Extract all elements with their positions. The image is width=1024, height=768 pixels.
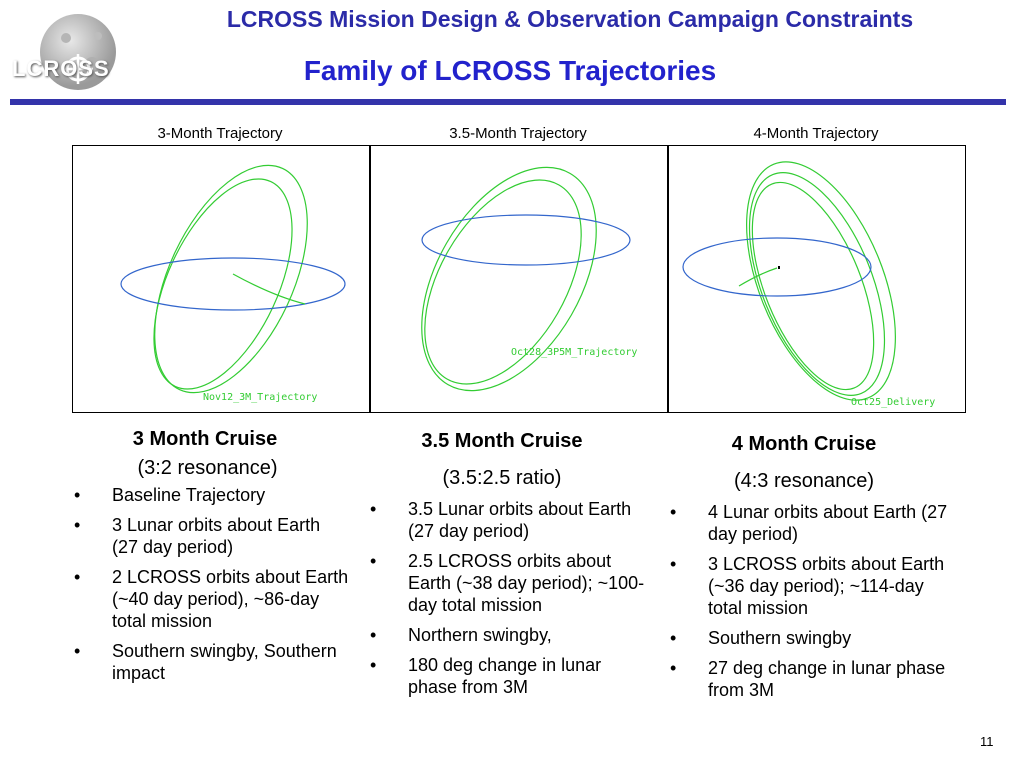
list-item: • Southern swingby, Southern impact: [74, 641, 337, 683]
column-4-month: 4 Month Cruise (4:3 resonance) • 4 Lunar …: [666, 433, 956, 709]
trajectory-plot-3m: Nov12_3M_Trajectory: [72, 145, 370, 413]
list-item: • 2 LCROSS orbits about Earth (~40 day pe…: [74, 567, 349, 631]
column-heading: 3 Month Cruise: [132, 428, 278, 450]
bullet-list: • Baseline Trajectory • 3 Lunar orbits abo…: [70, 484, 350, 684]
plot-tag-3p5m: Oct28_3P5M_Trajectory: [511, 347, 637, 358]
plot-tag-3m: Nov12_3M_Trajectory: [203, 392, 317, 403]
column-subheading: (3:2 resonance): [137, 457, 278, 479]
column-heading: 3.5 Month Cruise: [421, 430, 583, 452]
column-3-month: 3 Month Cruise (3:2 resonance) • Baseline…: [70, 428, 350, 692]
lcross-orbit-outer: [421, 166, 597, 392]
column-subheading: (4:3 resonance): [733, 470, 875, 492]
transfer-arc: [738, 267, 778, 287]
lcross-orbit-inner: [751, 181, 875, 391]
lcross-orbit-inner: [424, 179, 582, 385]
list-item: • 3 Lunar orbits about Earth (27 day peri…: [74, 515, 321, 557]
list-item: • 4 Lunar orbits about Earth (27 day peri…: [670, 502, 948, 544]
list-item: • Baseline Trajectory: [74, 485, 266, 505]
logo-text: LCROSS: [12, 56, 110, 81]
lunar-orbit: [421, 214, 631, 266]
transfer-arc: [232, 273, 306, 305]
column-heading: 4 Month Cruise: [731, 433, 877, 455]
column-subheading: (3.5:2.5 ratio): [442, 467, 562, 489]
panel-label-4m: 4-Month Trajectory: [753, 125, 879, 142]
panel-label-3p5m: 3.5-Month Trajectory: [449, 125, 587, 142]
bullet-list: • 4 Lunar orbits about Earth (27 day peri…: [666, 501, 956, 701]
plot-tag-4m: Oct25_Delivery: [851, 397, 935, 408]
lcross-orbit-middle: [748, 172, 886, 396]
list-item: • Northern swingby,: [370, 625, 552, 645]
column-3p5-month: 3.5 Month Cruise (3.5:2.5 ratio) • 3.5 Lu…: [366, 430, 646, 706]
trajectory-plot-4m: Oct25_Delivery: [668, 145, 966, 413]
lunar-orbit: [682, 237, 872, 297]
list-item: • 3.5 Lunar orbits about Earth (27 day pe…: [370, 499, 632, 541]
list-item: • 27 deg change in lunar phase from 3M: [670, 658, 946, 700]
trajectory-plot-3p5m: Oct28_3P5M_Trajectory: [370, 145, 668, 413]
list-item: • 2.5 LCROSS orbits about Earth (~38 day …: [370, 551, 645, 615]
lcross-logo: LCROSS: [8, 12, 132, 94]
slide-subtitle: Family of LCROSS Trajectories: [303, 55, 717, 86]
earth-marker: [778, 266, 780, 269]
list-item: • Southern swingby: [670, 628, 852, 648]
panel-label-3m: 3-Month Trajectory: [157, 125, 283, 142]
lcross-orbit-outer: [154, 164, 308, 394]
lcross-orbit-inner: [153, 178, 293, 390]
page-number: 11: [980, 734, 994, 749]
slide-title: LCROSS Mission Design & Observation Camp…: [226, 6, 914, 32]
lcross-orbit-outer: [746, 161, 896, 401]
title-rule: [10, 99, 1006, 105]
bullet-list: • 3.5 Lunar orbits about Earth (27 day pe…: [366, 498, 646, 698]
lunar-orbit: [120, 257, 346, 311]
list-item: • 180 deg change in lunar phase from 3M: [370, 655, 602, 697]
list-item: • 3 LCROSS orbits about Earth (~36 day pe…: [670, 554, 945, 618]
